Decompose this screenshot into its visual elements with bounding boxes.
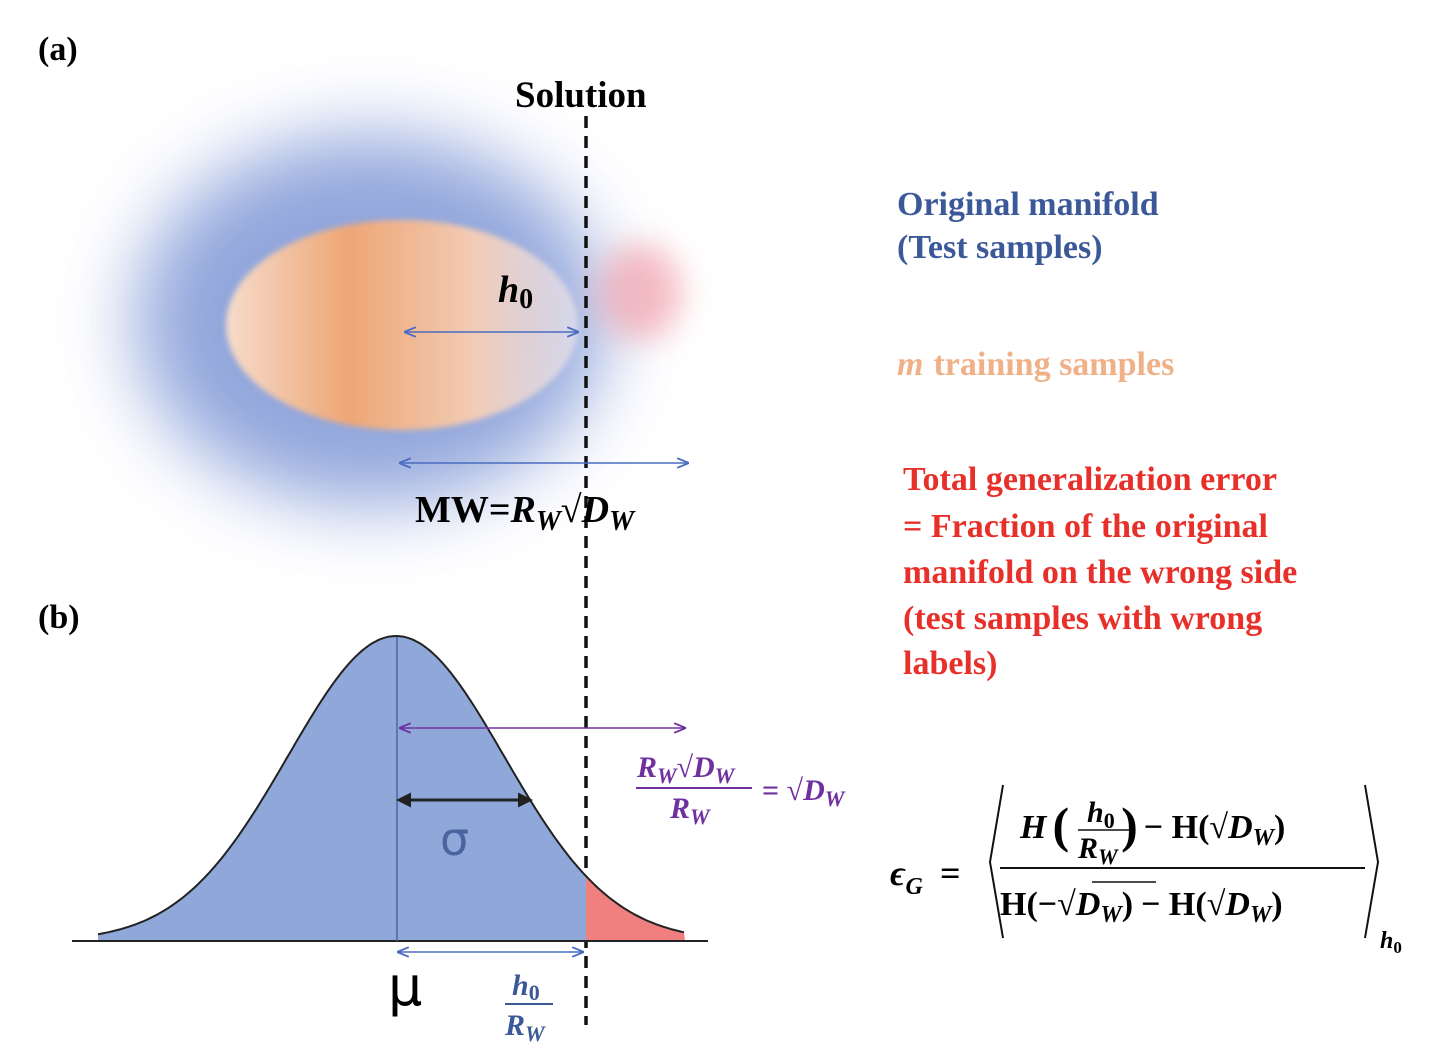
- open: (: [1052, 797, 1069, 853]
- mw-label: MW=RW√DW: [415, 489, 636, 537]
- legend-error: Total generalization error: [903, 461, 1277, 498]
- d: D: [1227, 809, 1253, 846]
- legend-error: manifold on the wrong side: [903, 554, 1297, 591]
- radius: R: [510, 489, 536, 531]
- legend-original: Original manifold: [897, 186, 1159, 223]
- d2-sub: W: [1250, 902, 1273, 928]
- sub: G: [906, 874, 924, 900]
- d: D: [692, 751, 715, 784]
- h-fn: H: [1019, 809, 1048, 846]
- close: ): [1121, 797, 1138, 853]
- training-samples: [226, 220, 578, 430]
- r: R: [1077, 832, 1098, 865]
- symbol: h: [498, 269, 519, 311]
- denominator: H(−√DW) − H(√DW): [1000, 886, 1283, 928]
- radius-sub: W: [536, 506, 563, 537]
- panel-label: (a): [38, 31, 78, 68]
- r-sub: W: [690, 804, 711, 829]
- r-sub: W: [657, 763, 678, 788]
- mu-label: μ: [388, 955, 422, 1018]
- legend-error: = Fraction of the original: [903, 508, 1268, 545]
- offset-num: h0: [512, 969, 540, 1005]
- formula: ϵG = H() − H(√DW) h0 RW H(−√DW) − H(√DW) h…: [890, 784, 1402, 957]
- d-sub: W: [825, 786, 846, 811]
- root: √: [561, 489, 582, 531]
- correct-area: [98, 636, 586, 941]
- lhs: MW=: [415, 489, 511, 531]
- inner-den: RW: [1077, 832, 1119, 869]
- wrong-side-blob: [598, 244, 682, 340]
- dim: D: [581, 489, 609, 531]
- panel-label: (b): [38, 599, 80, 636]
- epsilon: ϵ: [890, 853, 906, 893]
- ratio-num: RW√DW: [636, 751, 736, 788]
- average-sub: h0: [1380, 928, 1402, 957]
- equals: =: [940, 853, 961, 893]
- h0-label: h0: [498, 269, 533, 315]
- legend-training: m training samples: [897, 346, 1174, 383]
- root: √: [1057, 886, 1076, 923]
- dim-sub: W: [609, 506, 636, 537]
- d: D: [802, 774, 825, 807]
- r: R: [636, 751, 657, 784]
- legend-original: (Test samples): [897, 229, 1103, 266]
- h: h: [1087, 796, 1104, 829]
- subscript: W: [525, 1021, 546, 1046]
- subscript: 0: [529, 980, 540, 1005]
- ratio-rhs: = √DW: [762, 774, 846, 811]
- d-sub: W: [1100, 902, 1123, 928]
- text: training samples: [933, 346, 1174, 383]
- symbol: h: [512, 969, 529, 1002]
- lhs: ϵG: [890, 853, 924, 900]
- sigma-label: σ: [440, 812, 469, 866]
- d-sub: W: [1253, 825, 1276, 851]
- legend-error: labels): [903, 645, 997, 682]
- d-sub: W: [715, 763, 736, 788]
- bell-curve: [97, 634, 685, 941]
- inner-num: h0: [1087, 796, 1115, 833]
- numerator: H() − H(√DW): [1019, 797, 1285, 853]
- r-sub: W: [1098, 844, 1119, 869]
- d: D: [1075, 886, 1101, 923]
- equals: = √: [762, 774, 804, 807]
- minus: − H(√: [1144, 809, 1229, 846]
- start: H(−: [1000, 886, 1057, 923]
- offset-den: RW: [504, 1009, 546, 1046]
- minus: − H(√: [1141, 886, 1226, 923]
- angle-brackets: [988, 784, 1380, 939]
- h: h: [1380, 928, 1393, 954]
- mid: ): [1122, 886, 1133, 923]
- solution-label: Solution: [515, 75, 647, 116]
- legend-error: (test samples with wrong: [903, 600, 1262, 637]
- curve-outline: [97, 634, 685, 936]
- variable: m: [897, 346, 923, 383]
- subscript: 0: [519, 284, 533, 315]
- end: ): [1274, 809, 1285, 846]
- d2: D: [1224, 886, 1250, 923]
- end: ): [1271, 886, 1282, 923]
- root: √: [677, 751, 694, 784]
- error-area: [586, 876, 685, 941]
- h-sub: 0: [1393, 938, 1402, 957]
- r: R: [669, 792, 690, 825]
- ratio-den: RW: [669, 792, 711, 829]
- h-sub: 0: [1104, 808, 1115, 833]
- symbol: R: [504, 1009, 525, 1042]
